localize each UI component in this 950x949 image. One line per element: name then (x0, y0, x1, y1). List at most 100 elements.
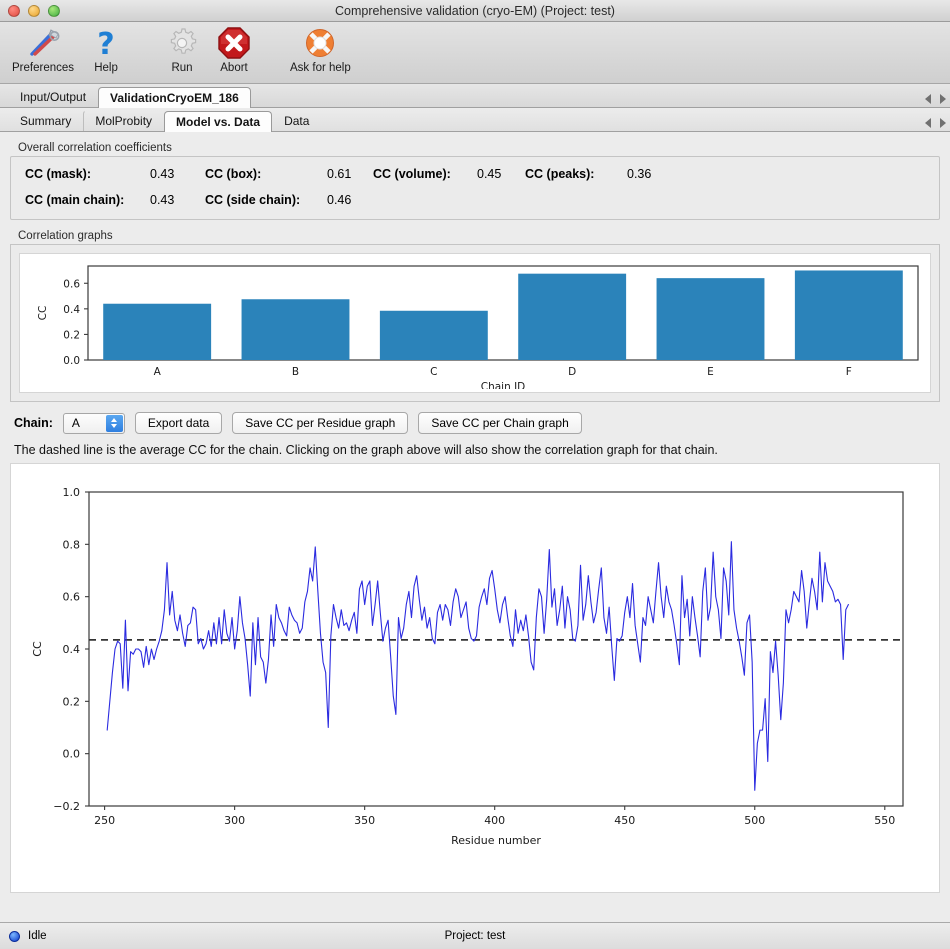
tab-input-output[interactable]: Input/Output (20, 90, 87, 104)
svg-text:250: 250 (94, 814, 115, 827)
main-toolbar: Preferences ? Help Run (0, 22, 950, 84)
sub-tab-bar: Summary MolProbity Model vs. Data Data (0, 108, 950, 132)
main-content: Overall correlation coefficients CC (mas… (0, 132, 950, 893)
scroll-right-icon[interactable] (940, 94, 946, 104)
status-bar: Idle Project: test (0, 922, 950, 949)
cc-mask-item: CC (mask): 0.43 (25, 167, 205, 181)
cc-per-residue-chart[interactable]: −0.2 0.0 0.2 0.4 0.6 0.8 1.0 250 300 350 400 450 500… (10, 463, 940, 893)
svg-text:Chain ID: Chain ID (481, 381, 526, 389)
preferences-button[interactable]: Preferences (6, 25, 80, 74)
scroll-right-icon[interactable] (940, 118, 946, 128)
svg-text:E: E (707, 366, 714, 378)
chevron-down-icon (111, 424, 118, 428)
svg-text:0.8: 0.8 (63, 538, 81, 551)
svg-text:Residue number: Residue number (451, 834, 541, 847)
svg-text:500: 500 (744, 814, 765, 827)
cc-volume-value: 0.45 (477, 167, 502, 181)
tab-model-vs-data[interactable]: Model vs. Data (164, 111, 273, 132)
svg-text:0.0: 0.0 (63, 355, 80, 367)
chain-stepper-icon[interactable] (105, 414, 123, 432)
window-title-bar: Comprehensive validation (cryo-EM) (Proj… (0, 0, 950, 22)
overall-cc-row-2: CC (main chain): 0.43 CC (side chain): 0… (25, 193, 925, 207)
cc-volume-label: CC (volume): (373, 167, 451, 181)
help-label: Help (94, 62, 118, 74)
top-tab-bar: Input/Output ValidationCryoEM_186 (0, 84, 950, 108)
cc-main-chain-item: CC (main chain): 0.43 (25, 193, 205, 207)
ask-for-help-button[interactable]: Ask for help (284, 25, 357, 74)
cc-per-residue-svg[interactable]: −0.2 0.0 0.2 0.4 0.6 0.8 1.0 250 300 350 400 450 500… (11, 464, 939, 892)
cc-box-label: CC (box): (205, 167, 262, 181)
tools-icon (26, 25, 60, 61)
abort-button[interactable]: Abort (208, 25, 260, 74)
cc-per-chain-svg[interactable]: 0.0 0.2 0.4 0.6 A B C D E F Chain ID CC (20, 254, 932, 393)
svg-text:D: D (568, 366, 576, 378)
scroll-left-icon[interactable] (925, 94, 931, 104)
lifebuoy-icon (303, 25, 337, 61)
cc-box-value: 0.61 (327, 167, 352, 181)
cc-peaks-value: 0.36 (627, 167, 652, 181)
zoom-button[interactable] (48, 5, 60, 17)
cc-mask-label: CC (mask): (25, 167, 91, 181)
overall-cc-group-label: Overall correlation coefficients (18, 142, 172, 154)
svg-text:0.6: 0.6 (63, 278, 80, 290)
cc-volume-item: CC (volume): 0.45 (373, 167, 525, 181)
svg-text:−0.2: −0.2 (53, 800, 80, 813)
export-data-button[interactable]: Export data (134, 412, 223, 434)
cc-side-chain-label: CC (side chain): (205, 193, 301, 207)
save-cc-per-residue-graph-button[interactable]: Save CC per Residue graph (232, 412, 409, 434)
run-label: Run (171, 62, 193, 74)
svg-text:0.0: 0.0 (63, 748, 81, 761)
run-button[interactable]: Run (156, 25, 208, 74)
scroll-left-icon[interactable] (925, 118, 931, 128)
svg-text:?: ? (97, 27, 114, 59)
chain-graph-panel: 0.0 0.2 0.4 0.6 A B C D E F Chain ID CC (10, 244, 940, 402)
cc-side-chain-item: CC (side chain): 0.46 (205, 193, 351, 207)
top-tab-scroll-arrows (925, 94, 946, 104)
status-indicator-icon (9, 930, 20, 942)
svg-text:1.0: 1.0 (63, 486, 81, 499)
cc-side-chain-value: 0.46 (327, 193, 352, 207)
svg-text:B: B (292, 366, 299, 378)
cc-per-chain-chart[interactable]: 0.0 0.2 0.4 0.6 A B C D E F Chain ID CC (19, 253, 931, 393)
window-controls (8, 5, 60, 17)
cc-peaks-item: CC (peaks): 0.36 (525, 167, 651, 181)
chain-select-value: A (71, 416, 80, 430)
close-button[interactable] (8, 5, 20, 17)
svg-text:350: 350 (354, 814, 375, 827)
status-text: Idle (28, 930, 47, 942)
tab-summary[interactable]: Summary (20, 114, 72, 128)
minimize-button[interactable] (28, 5, 40, 17)
gear-icon (165, 25, 199, 61)
question-mark-icon: ? (91, 25, 121, 61)
tab-molprobity[interactable]: MolProbity (83, 110, 164, 131)
chain-controls-row: Chain: A Export data Save CC per Residue… (14, 412, 940, 434)
svg-text:450: 450 (614, 814, 635, 827)
svg-text:400: 400 (484, 814, 505, 827)
svg-text:0.2: 0.2 (63, 695, 81, 708)
dashed-line-hint: The dashed line is the average CC for th… (14, 443, 718, 457)
window-title: Comprehensive validation (cryo-EM) (Proj… (335, 3, 615, 18)
tab-data[interactable]: Data (284, 114, 310, 128)
chevron-up-icon (111, 418, 118, 422)
svg-text:CC: CC (31, 641, 44, 657)
svg-text:0.4: 0.4 (63, 304, 80, 316)
svg-text:F: F (846, 366, 852, 378)
status-project: Project: test (444, 930, 506, 942)
cc-peaks-label: CC (peaks): (525, 167, 595, 181)
preferences-label: Preferences (12, 62, 75, 74)
abort-label: Abort (220, 62, 248, 74)
help-button[interactable]: ? Help (80, 25, 132, 74)
cc-box-item: CC (box): 0.61 (205, 167, 373, 181)
ask-for-help-label: Ask for help (290, 62, 351, 74)
svg-text:0.6: 0.6 (63, 591, 81, 604)
save-cc-per-chain-graph-button[interactable]: Save CC per Chain graph (418, 412, 582, 434)
cc-main-chain-label: CC (main chain): (25, 193, 125, 207)
stop-x-icon (217, 25, 251, 61)
correlation-graphs-group-label: Correlation graphs (18, 230, 113, 242)
chain-select[interactable]: A (62, 412, 125, 434)
cc-mask-value: 0.43 (150, 167, 175, 181)
cc-main-chain-value: 0.43 (150, 193, 175, 207)
tab-validation-cryoem[interactable]: ValidationCryoEM_186 (98, 87, 251, 108)
svg-text:0.2: 0.2 (63, 329, 80, 341)
svg-text:CC: CC (37, 306, 49, 321)
